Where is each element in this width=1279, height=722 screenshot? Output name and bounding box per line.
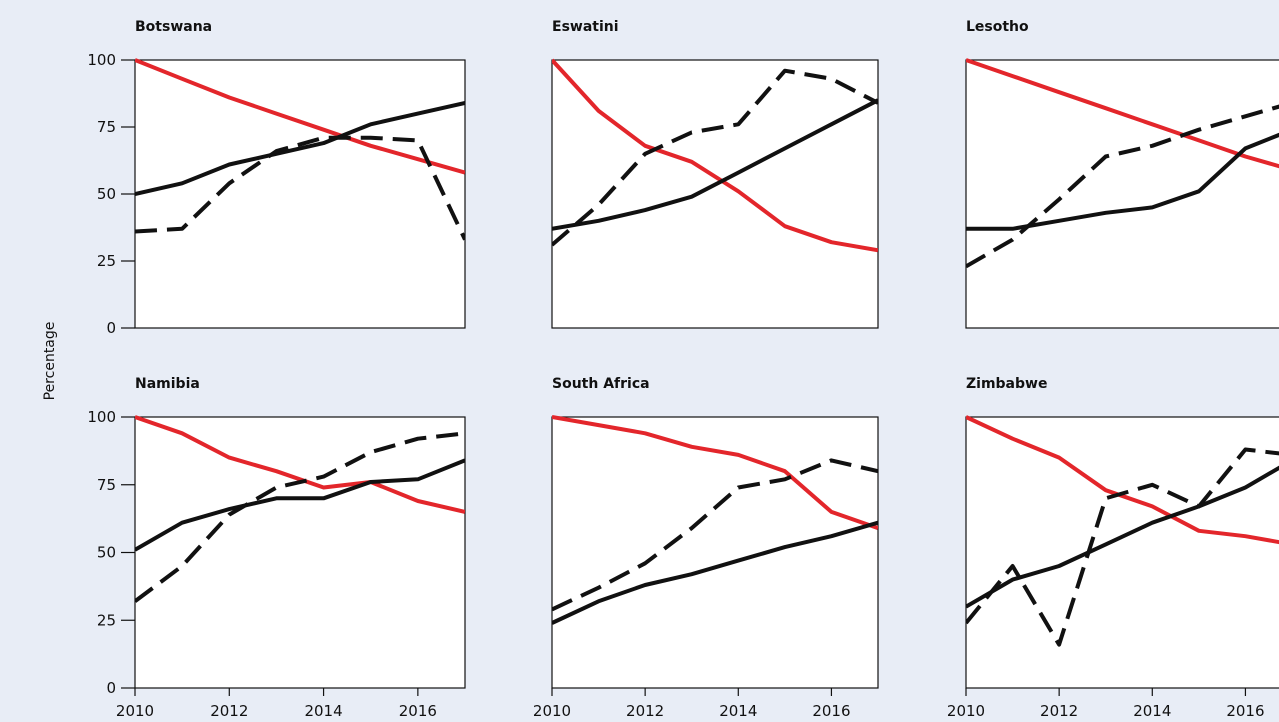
panel-title: Zimbabwe xyxy=(966,376,1047,392)
panel-eswatini: Eswatini xyxy=(551,19,879,329)
x-tick-label: 2012 xyxy=(1040,702,1078,720)
series-black-line xyxy=(552,98,878,231)
y-tick-label: 25 xyxy=(97,252,116,270)
panel-title: Namibia xyxy=(135,376,200,392)
x-tick-label: 2016 xyxy=(1226,702,1264,720)
x-tick-label: 2016 xyxy=(399,702,437,720)
series-dashed-line xyxy=(552,68,878,247)
y-tick-label: 25 xyxy=(97,611,116,629)
plot-area xyxy=(551,59,879,329)
chart-panels: Botswana 0 25 50 75 100 Eswatini Lesotho Namibia… xyxy=(87,19,1279,720)
panel-namibia: Namibia 0 25 50 75 100 2010 2012 2014 2016 xyxy=(87,376,466,720)
series-dashed-line xyxy=(552,458,878,612)
plot-area xyxy=(965,416,1279,689)
series-red-line xyxy=(552,58,878,253)
x-tick-label: 2012 xyxy=(626,702,664,720)
series-black-line xyxy=(135,458,465,552)
plot-area xyxy=(134,59,466,329)
panel-title: Eswatini xyxy=(552,19,619,35)
y-tick-label: 100 xyxy=(87,51,116,69)
panel-title: South Africa xyxy=(552,376,650,392)
series-black-line xyxy=(135,100,465,196)
x-tick-label: 2014 xyxy=(304,702,342,720)
panel-zimbabwe: Zimbabwe 2010 2012 2014 2016 xyxy=(947,376,1279,720)
x-tick-label: 2012 xyxy=(210,702,248,720)
x-tick-label: 2016 xyxy=(812,702,850,720)
series-dashed-line xyxy=(966,104,1279,269)
series-red-line xyxy=(966,415,1279,545)
panel-title: Botswana xyxy=(135,19,212,35)
y-tick-label: 0 xyxy=(106,679,116,697)
series-red-line xyxy=(135,58,465,175)
panel-south-africa: South Africa 2010 2012 2014 2016 xyxy=(533,376,879,720)
x-tick-label: 2014 xyxy=(719,702,757,720)
y-tick-label: 75 xyxy=(97,118,116,136)
y-tick-label: 50 xyxy=(97,185,116,203)
y-tick-label: 50 xyxy=(97,544,116,562)
series-black-line xyxy=(966,132,1279,231)
y-tick-label: 0 xyxy=(106,319,116,337)
plot-area xyxy=(965,59,1279,329)
y-tick-label: 75 xyxy=(97,476,116,494)
panel-title: Lesotho xyxy=(966,19,1029,35)
x-tick-label: 2014 xyxy=(1133,702,1171,720)
panel-botswana: Botswana 0 25 50 75 100 xyxy=(87,19,466,337)
x-tick-label: 2010 xyxy=(116,702,154,720)
y-tick-label: 100 xyxy=(87,408,116,426)
x-tick-label: 2010 xyxy=(533,702,571,720)
series-red-line xyxy=(552,415,878,530)
series-dashed-line xyxy=(135,135,465,241)
series-black-line xyxy=(966,465,1279,609)
x-tick-label: 2010 xyxy=(947,702,985,720)
y-axis-label: Percentage xyxy=(42,322,58,401)
panel-lesotho: Lesotho xyxy=(965,19,1279,329)
plot-area xyxy=(134,416,466,689)
plot-area xyxy=(551,416,879,689)
series-red-line xyxy=(135,415,465,514)
series-dashed-line xyxy=(135,431,465,603)
series-black-line xyxy=(552,520,878,625)
